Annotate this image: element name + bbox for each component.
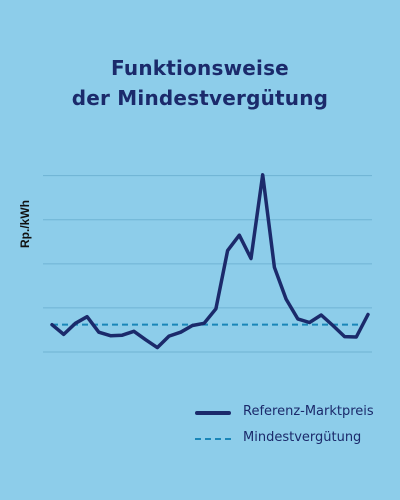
legend-label-market-price: Referenz-Marktpreis (243, 404, 374, 419)
legend-item-market-price: Referenz-Marktpreis (195, 402, 385, 426)
chart-title-line-1: Funktionsweise (111, 56, 289, 80)
legend: Referenz-Marktpreis Mindestvergütung (195, 402, 385, 454)
chart-title-line-2: der Mindestvergütung (71, 86, 329, 110)
legend-swatch-solid (195, 411, 231, 415)
y-axis-label: Rp./kWh (18, 200, 32, 248)
series-line-market-price (50, 173, 370, 350)
chart-title: Funktionsweise der Mindestvergütung (0, 53, 400, 113)
legend-item-minimum: Mindestvergütung (195, 428, 385, 452)
legend-label-minimum: Mindestvergütung (243, 430, 362, 445)
legend-swatch-dashed (195, 438, 231, 440)
